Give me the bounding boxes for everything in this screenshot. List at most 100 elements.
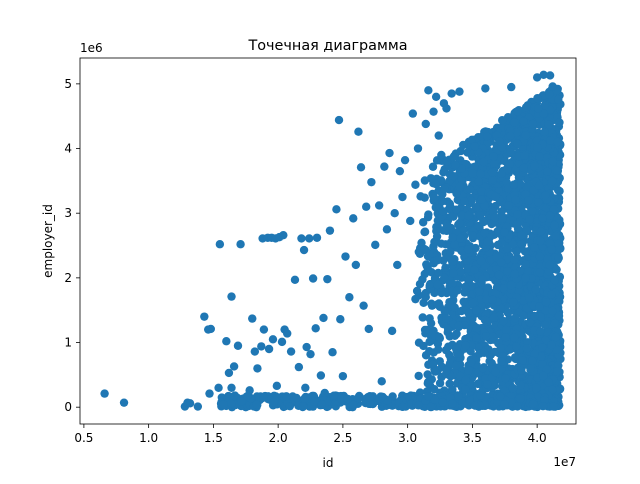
x-tick-label: 2.0: [269, 431, 288, 445]
scatter-point: [473, 379, 482, 389]
scatter-point: [433, 345, 443, 354]
scatter-point: [487, 168, 497, 177]
scatter-point: [341, 252, 350, 261]
scatter-point: [525, 215, 534, 224]
scatter-point: [316, 371, 326, 380]
scatter-point: [311, 324, 320, 333]
scatter-point: [433, 280, 443, 290]
scatter-point: [488, 295, 497, 304]
scatter-point: [533, 143, 542, 152]
scatter-point: [365, 393, 374, 402]
y-tick-label: 0: [64, 400, 72, 414]
scatter-point: [517, 239, 526, 249]
scatter-point: [454, 391, 463, 401]
y-tick-label: 1: [64, 336, 72, 350]
scatter-point: [395, 166, 405, 176]
scatter-point: [526, 364, 535, 373]
scatter-point: [418, 275, 427, 284]
scatter-point: [500, 228, 509, 237]
scatter-point: [323, 274, 332, 284]
scatter-point: [497, 357, 506, 366]
scatter-point: [539, 371, 548, 381]
scatter-point: [510, 118, 519, 127]
scatter-point: [550, 319, 560, 328]
scatter-point: [489, 159, 499, 168]
scatter-point: [283, 329, 292, 338]
scatter-point: [420, 227, 430, 236]
scatter-point: [449, 269, 458, 278]
scatter-point: [406, 216, 415, 226]
scatter-point: [496, 258, 506, 267]
scatter-point: [495, 392, 505, 401]
scatter-point: [532, 73, 542, 82]
scatter-point: [547, 245, 556, 254]
scatter-point: [511, 195, 520, 205]
scatter-point: [433, 256, 442, 265]
scatter-point: [338, 371, 348, 381]
scatter-point: [536, 312, 546, 322]
scatter-point: [545, 260, 554, 270]
scatter-point: [506, 131, 515, 141]
scatter-point: [414, 401, 423, 410]
scatter-point: [479, 157, 488, 167]
scatter-point: [540, 100, 550, 110]
scatter-point: [382, 225, 392, 234]
scatter-point: [286, 347, 296, 356]
scatter-point: [215, 240, 225, 249]
scatter-point: [442, 314, 451, 323]
scatter-point: [476, 391, 485, 401]
x-tick-label: 0.5: [74, 431, 93, 445]
scatter-point: [237, 397, 246, 406]
scatter-point: [450, 303, 459, 312]
scatter-point: [259, 393, 268, 402]
scatter-point: [530, 349, 539, 359]
scatter-point: [547, 176, 557, 186]
scatter-point: [512, 247, 521, 256]
scatter-point: [297, 234, 306, 243]
scatter-point: [351, 260, 361, 270]
scatter-point: [257, 342, 266, 351]
scatter-point: [535, 252, 545, 261]
y-axis-label: employer_id: [41, 204, 55, 278]
scatter-point: [430, 395, 440, 404]
scatter-point: [461, 341, 470, 350]
scatter-point: [463, 264, 472, 273]
scatter-point: [418, 218, 428, 227]
scatter-point: [442, 157, 452, 166]
scatter-point: [229, 362, 239, 371]
scatter-point: [501, 373, 510, 383]
scatter-point: [430, 367, 440, 376]
scatter-point: [450, 240, 459, 249]
scatter-point: [513, 402, 522, 411]
scatter-point: [554, 311, 564, 321]
scatter-point: [380, 162, 389, 171]
scatter-point: [531, 285, 541, 294]
scatter-point: [544, 120, 554, 129]
scatter-point: [466, 347, 475, 356]
scatter-point: [453, 286, 462, 295]
scatter-point: [548, 385, 557, 395]
scatter-point: [444, 342, 453, 351]
scatter-point: [501, 333, 510, 342]
scatter-point: [516, 394, 525, 403]
scatter-point: [345, 293, 354, 302]
scatter-point: [534, 104, 543, 113]
scatter-point: [483, 283, 493, 292]
scatter-point: [527, 206, 537, 215]
scatter-point: [474, 287, 484, 296]
scatter-point: [277, 337, 287, 347]
scatter-point: [463, 245, 473, 254]
scatter-point: [285, 401, 295, 411]
scatter-point: [521, 131, 530, 140]
scatter-point: [356, 163, 366, 172]
scatter-point: [544, 90, 554, 99]
scatter-point: [455, 87, 464, 96]
scatter-point: [510, 333, 519, 342]
scatter-point: [451, 205, 461, 214]
scatter-point: [421, 292, 430, 302]
scatter-point: [353, 394, 363, 403]
scatter-point: [447, 212, 456, 221]
scatter-point: [437, 150, 446, 160]
